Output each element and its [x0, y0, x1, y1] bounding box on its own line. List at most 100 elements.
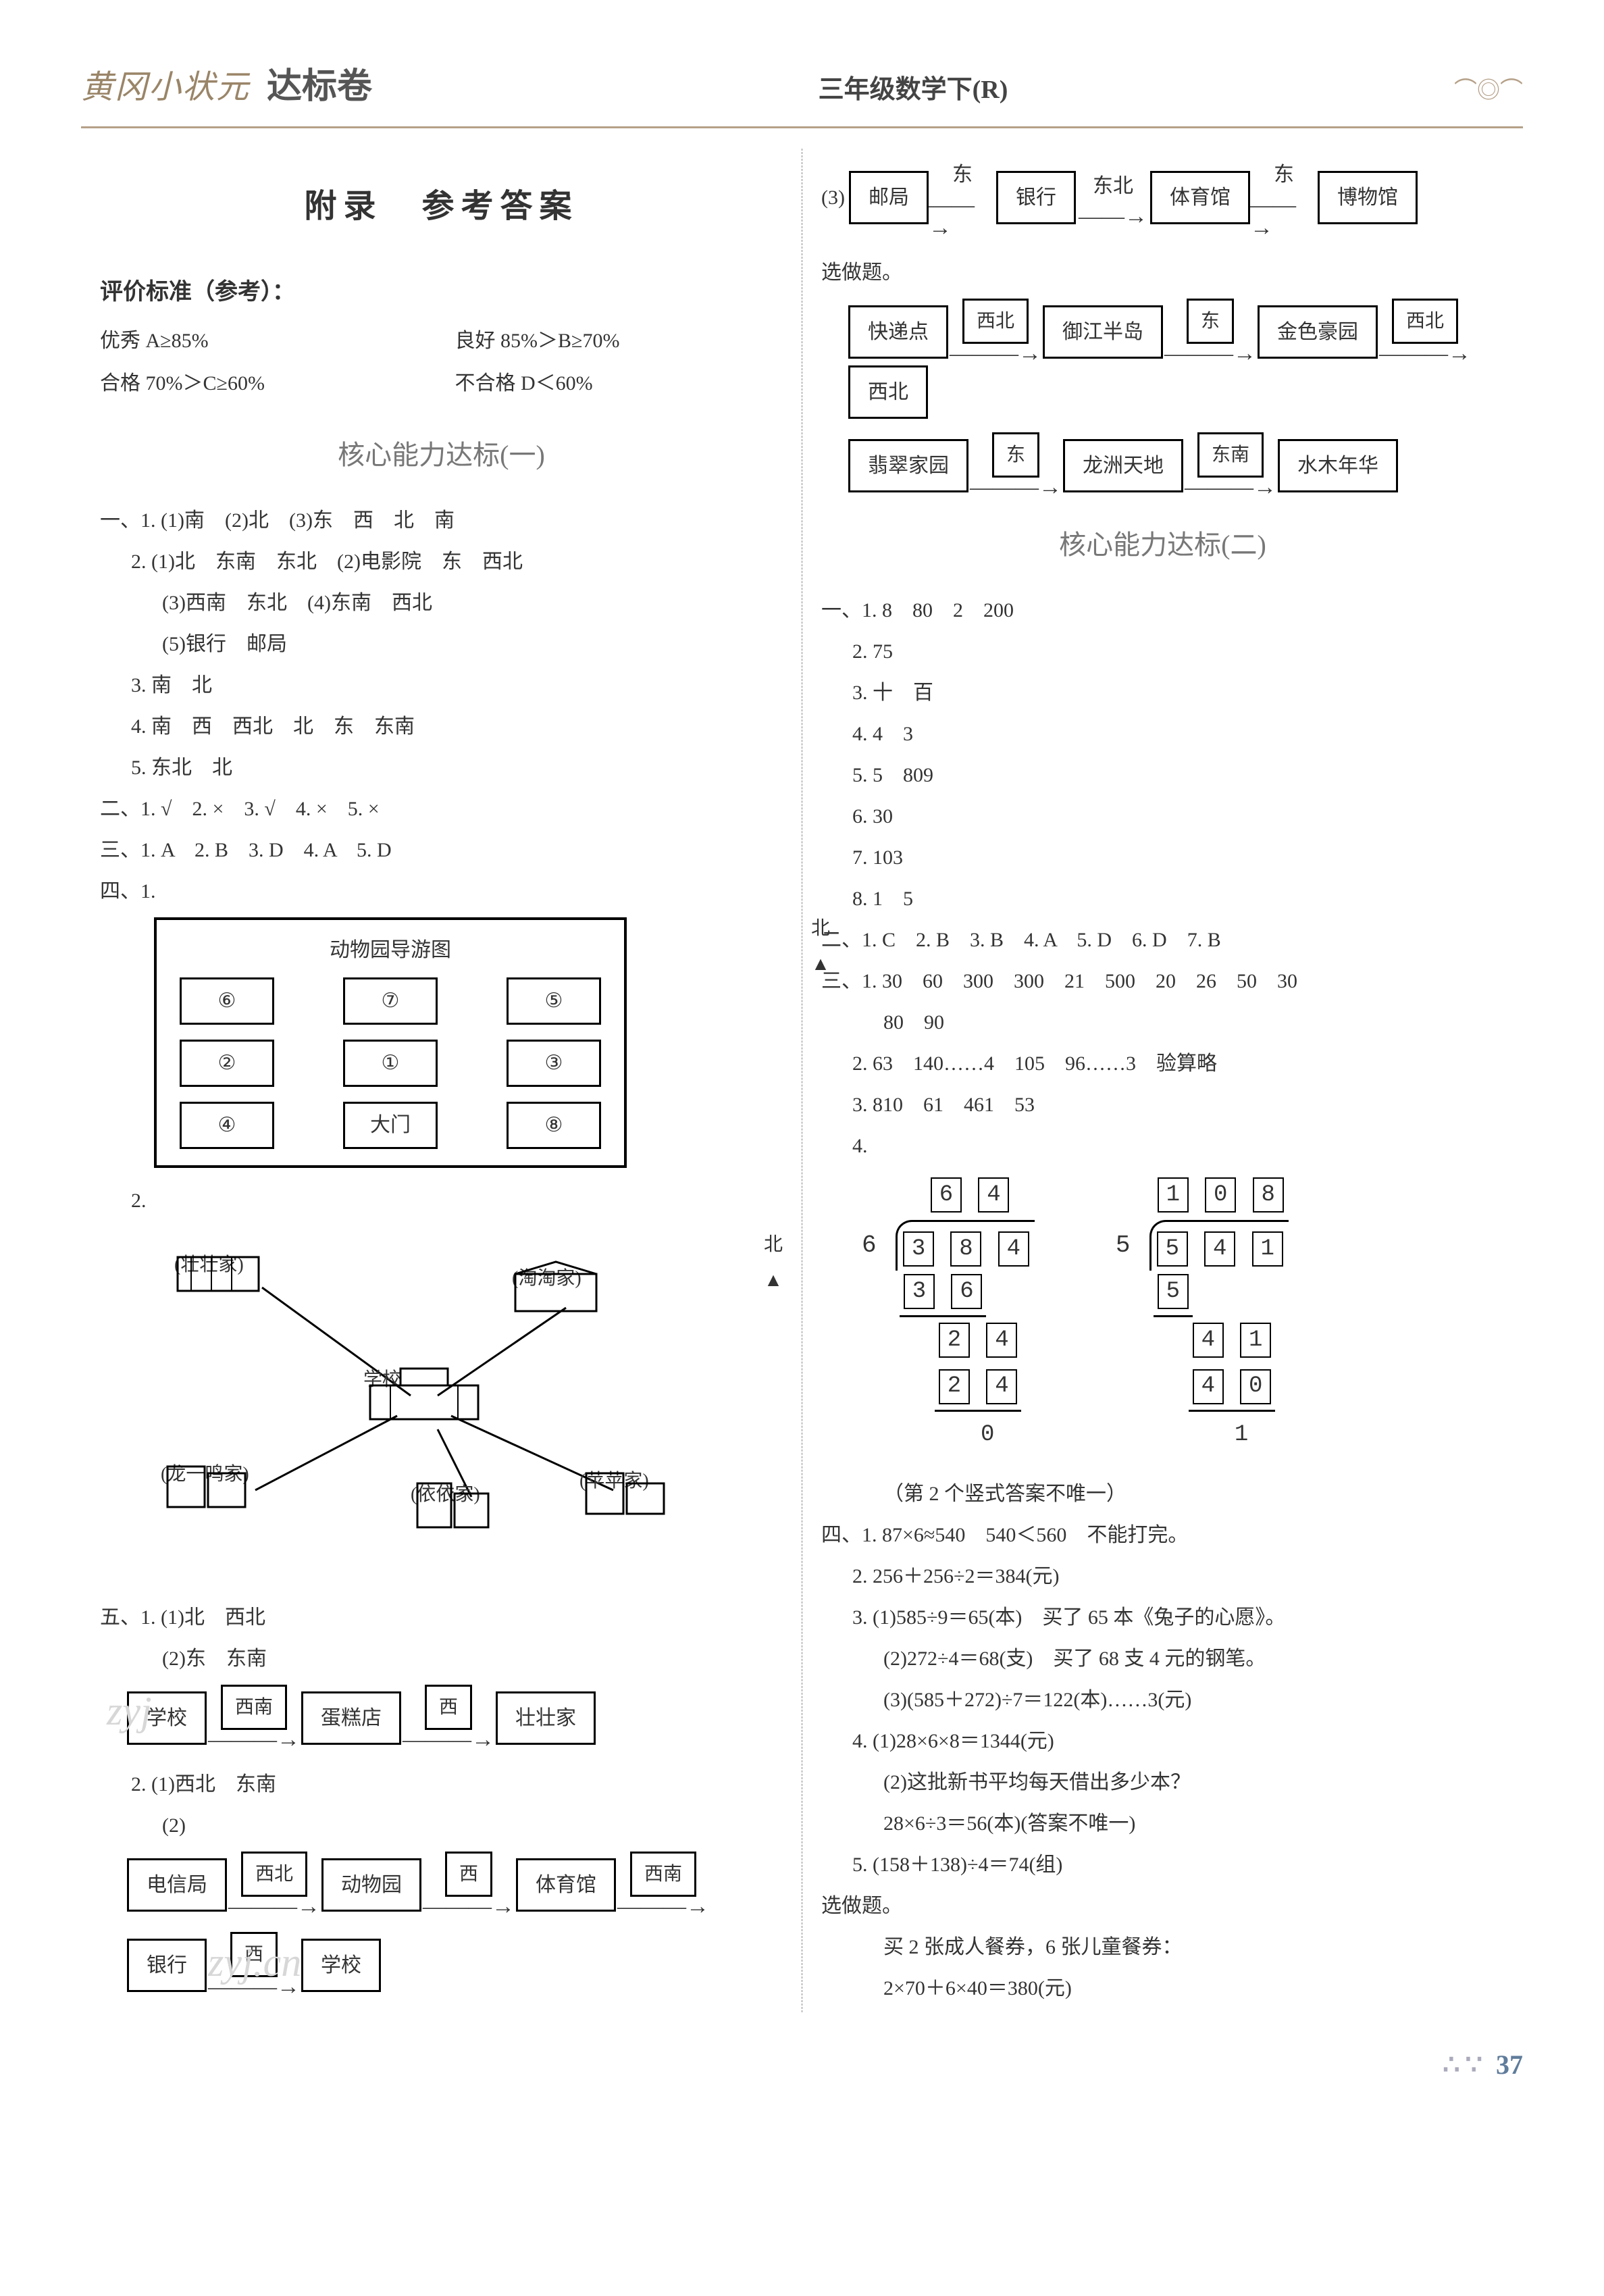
digit: 1: [1240, 1323, 1271, 1358]
flow-box: 银行: [996, 171, 1076, 224]
criteria-cell: 不合格 D＜60%: [455, 364, 783, 403]
answer-line: 2. (1)北 东南 东北 (2)电影院 东 西北: [100, 542, 783, 581]
flow-arrow: 西南 ———→: [616, 1852, 710, 1918]
flow-dir: 东: [992, 432, 1039, 478]
answer-line: (5)银行 邮局: [100, 625, 783, 663]
quotient-row: 1 0 8: [1156, 1173, 1289, 1217]
flow-arrow: 东 ———→: [968, 432, 1063, 499]
watermark-icon: zyj.cn: [208, 1924, 301, 2001]
flow-arrow: 西北 ———→: [948, 299, 1043, 365]
north-arrow-icon: ▲: [811, 946, 830, 982]
digit: 4: [998, 1231, 1029, 1267]
arrow-icon: ——→: [1079, 205, 1147, 228]
arrow-icon: ———→: [1379, 342, 1471, 365]
arrow-icon: ———→: [403, 1729, 494, 1752]
zoo-title: 动物园导游图: [169, 931, 612, 969]
flow-dir: 西北: [962, 299, 1029, 344]
criteria-cell: 合格 70%＞C≥60%: [100, 364, 428, 403]
answer-line: 6. 30: [821, 797, 1504, 836]
watermark-icon: zyj: [107, 1673, 152, 1750]
page-header: 黄冈小状元 达标卷 三年级数学下(R) ⌒◎⌒: [81, 54, 1523, 128]
step-row: 4 1: [1189, 1317, 1275, 1364]
flow-dir: 西北: [1392, 299, 1458, 344]
digit: 8: [1253, 1177, 1284, 1213]
digit: 0: [1240, 1369, 1271, 1404]
flow-arrow: 东 ——→: [1250, 155, 1318, 240]
digit: 4: [986, 1323, 1017, 1358]
answer-line: (2)272÷4＝68(支) 买了 68 支 4 元的钢笔。: [821, 1639, 1504, 1678]
answer-line: 2. 75: [821, 632, 1504, 671]
criteria-heading: 评价标准（参考）：: [100, 271, 783, 315]
zoo-cell: ⑥: [180, 977, 274, 1025]
flow-dir: 东南: [1197, 432, 1264, 478]
division-bar-icon: 3 8 4: [896, 1220, 1035, 1271]
digit: 4: [986, 1369, 1017, 1404]
digit: 6: [931, 1177, 962, 1213]
answer-line: 5. 东北 北: [100, 748, 783, 787]
answer-line: 3. 南 北: [100, 666, 783, 705]
flow-dir: 西南: [630, 1852, 696, 1897]
arrow-icon: ———→: [423, 1895, 515, 1918]
building-icon: [579, 1463, 674, 1517]
flow-box: 快递点: [848, 305, 948, 359]
answer-line: 四、1.: [100, 872, 783, 911]
step-row: 4 0: [1189, 1363, 1275, 1412]
answer-line: 三、1. A 2. B 3. D 4. A 5. D: [100, 831, 783, 869]
digit: 5: [1158, 1274, 1189, 1309]
answer-line: 4.: [821, 1127, 1504, 1165]
arrow-icon: ——→: [1250, 194, 1318, 240]
answer-line: 三、1. 30 60 300 300 21 500 20 26 50 30: [821, 962, 1504, 1000]
quotient-row: 6 4: [929, 1173, 1035, 1217]
flow-pre: (3): [821, 178, 845, 217]
flow-box: 电信局: [127, 1858, 227, 1912]
zoo-frame: 动物园导游图 ⑥ ⑦ ⑤ ② ① ③ ④ 大门 ⑧: [154, 917, 627, 1168]
map-node: (龙一鸣家): [161, 1456, 249, 1492]
brand-text: 黄冈小状元: [81, 57, 250, 118]
arrow-icon: ———→: [950, 342, 1041, 365]
arrow-icon: ———→: [1185, 476, 1276, 499]
section1-title: 核心能力达标(一): [100, 430, 783, 481]
answer-line: (3)(585＋272)÷7＝122(本)……3(元): [821, 1681, 1504, 1719]
flow-diagram-d1: 快递点 西北 ———→ 御江半岛 东 ———→ 金色豪园 西北 ———→ 西北 …: [848, 299, 1504, 419]
flow-box: 动物园: [321, 1858, 421, 1912]
answer-line: 2.: [100, 1181, 783, 1220]
zoo-cell: ⑦: [343, 977, 438, 1025]
answer-line: 28×6÷3＝56(本)(答案不唯一): [821, 1804, 1504, 1843]
flow-dir: 西北: [241, 1852, 307, 1897]
digit: 4: [1193, 1323, 1224, 1358]
flow-diagram-b1: 电信局 西北 ———→ 动物园 西 ———→ 体育馆 西南 ———→: [127, 1852, 783, 1918]
answer-line: 二、1. √ 2. × 3. √ 4. × 5. ×: [100, 790, 783, 828]
answer-line: 买 2 张成人餐券，6 张儿童餐券：: [821, 1928, 1504, 1966]
answer-line: 2×70＋6×40＝380(元): [821, 1969, 1504, 2008]
arrow-icon: ———→: [970, 476, 1062, 499]
answer-line: 80 90: [821, 1003, 1504, 1042]
compass-icon: 北 ▲: [764, 1227, 783, 1298]
north-arrow-icon: ▲: [764, 1262, 783, 1298]
long-divisions: 6 4 6 3 8 4 3 6 2 4: [862, 1173, 1504, 1458]
arrow-icon: ———→: [228, 1895, 320, 1918]
flow-diagram-d2: 翡翠家园 东 ———→ 龙洲天地 东南 ———→ 水木年华: [848, 432, 1504, 499]
zoo-cell: ③: [507, 1040, 601, 1087]
flow-dir: 东: [1274, 155, 1294, 194]
building-icon: [363, 1362, 485, 1423]
page-dots-icon: ∴∵: [1443, 2049, 1488, 2080]
flow-box: 学校: [301, 1939, 381, 1992]
dividend-row: 6 3 8 4: [862, 1217, 1035, 1269]
digit: 1: [1252, 1231, 1283, 1267]
flow-arrow: 西北 ———→: [1378, 299, 1472, 365]
arrow-icon: ———→: [208, 1729, 300, 1752]
subtitle-text: 达标卷: [267, 54, 372, 121]
answer-line: 四、1. 87×6≈540 540＜560 不能打完。: [821, 1516, 1504, 1554]
digit: 8: [950, 1231, 981, 1267]
criteria-cell: 优秀 A≥85%: [100, 322, 428, 360]
answer-line: 二、1. C 2. B 3. B 4. A 5. D 6. D 7. B: [821, 921, 1504, 959]
right-column: (3) 邮局 东 ——→ 银行 东北 ——→ 体育馆 东 ——→ 博物馆 选做题…: [802, 149, 1523, 2012]
flow-dir: 西南: [221, 1685, 287, 1730]
answer-line: 4. (1)28×6×8＝1344(元): [821, 1722, 1504, 1760]
zoo-map: 北 ▲ 动物园导游图 ⑥ ⑦ ⑤ ② ① ③ ④ 大门 ⑧: [154, 917, 783, 1168]
map-node: (淘淘家): [512, 1260, 581, 1296]
div-note: （第 2 个竖式答案不唯一）: [821, 1475, 1504, 1513]
answer-line: 一、1. 8 80 2 200: [821, 591, 1504, 630]
arrow-icon: ———→: [617, 1895, 709, 1918]
select-head: 选做题。: [821, 1887, 1504, 1925]
